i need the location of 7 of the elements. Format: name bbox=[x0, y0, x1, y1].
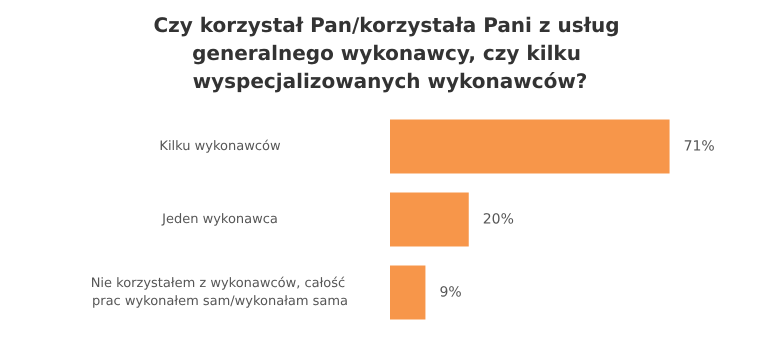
y-tick-label: Jeden wykonawca bbox=[161, 212, 278, 227]
data-label: 9% bbox=[439, 284, 462, 300]
y-tick-label: Kilku wykonawców bbox=[159, 139, 281, 154]
data-label: 71% bbox=[684, 138, 715, 154]
chart-title: Czy korzystał Pan/korzystała Pani z usług generalnego wykonawcy, czy kilku wyspecjalizowanych wykonawców? bbox=[153, 13, 627, 93]
data-label: 20% bbox=[482, 212, 514, 228]
y-tick-label: Nie korzystałem z wykonawców, całość prac wykonałem sam/wykonałam sama bbox=[90, 276, 350, 309]
